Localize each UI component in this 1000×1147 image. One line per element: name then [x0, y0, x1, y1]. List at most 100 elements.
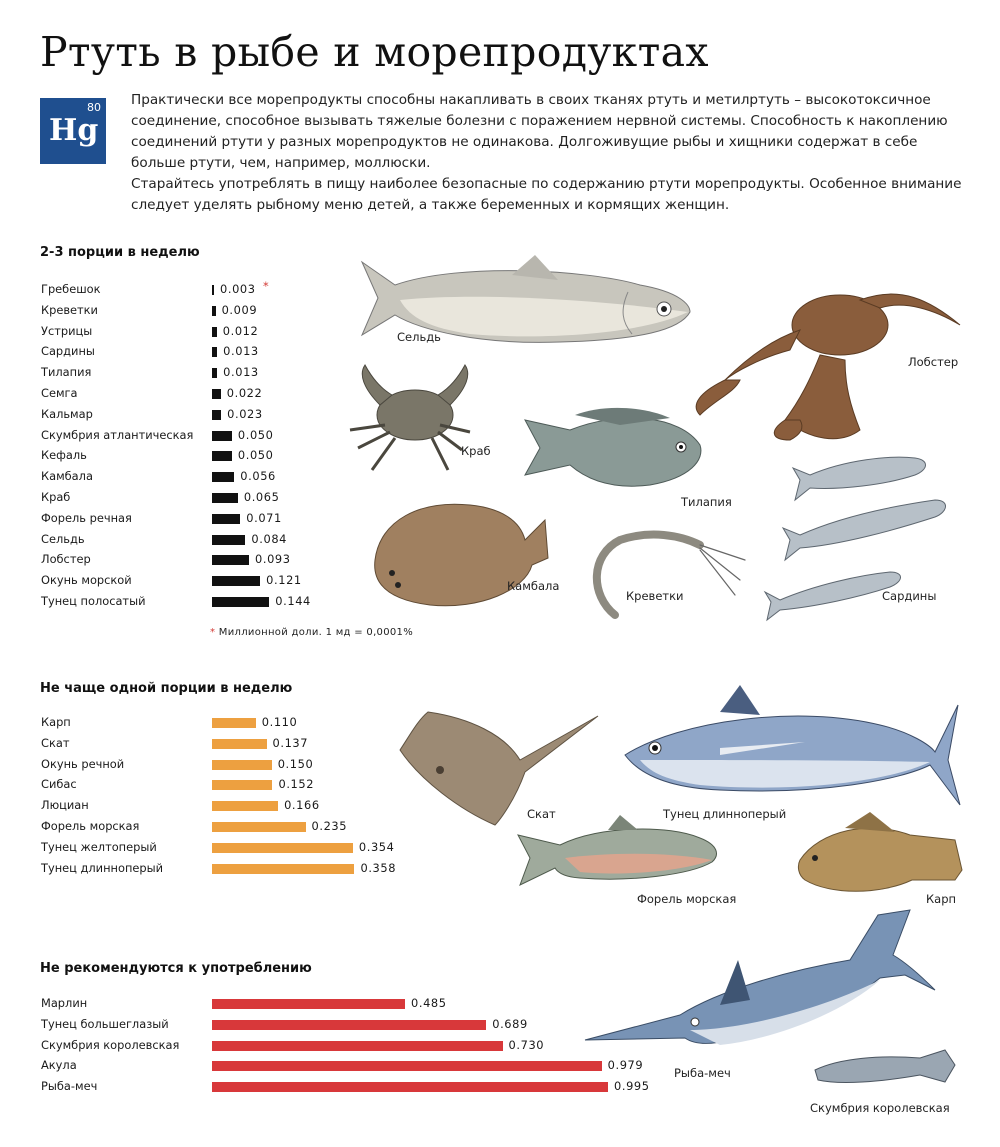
bar	[212, 326, 217, 337]
bar-category-label: Марлин	[41, 996, 88, 1010]
bar-value-label: 0.485	[411, 996, 447, 1010]
bar-category-label: Тунец полосатый	[41, 594, 146, 608]
intro-paragraph-2: Старайтесь употреблять в пищу наиболее б…	[131, 176, 962, 213]
bar-value-label: 0.137	[272, 735, 309, 750]
bar-row: Лобстер 0.093	[0, 549, 660, 570]
bar-row: Окунь морской 0.121	[0, 570, 660, 591]
label-carp: Карп	[926, 892, 956, 906]
bar-category-label: Скумбрия королевская	[41, 1037, 180, 1052]
bar-category-label: Скумбрия атлантическая	[41, 427, 194, 442]
bar-category-label: Тунец желтоперый	[41, 839, 157, 854]
bar-row: Рыба-меч 0.995	[0, 1076, 660, 1097]
bar-category-label: Креветки	[41, 302, 98, 317]
bar-value-label: 0.050	[237, 448, 274, 463]
bar	[212, 822, 306, 832]
bar	[212, 842, 353, 853]
bar-value-label: 0.065	[243, 490, 280, 504]
lobster-illustration	[695, 293, 961, 441]
atomic-number: 80	[87, 101, 101, 114]
bar-category-label: Карп	[41, 715, 71, 729]
bar-value-label: 0.995	[614, 1079, 650, 1094]
bar-row: Тилапия 0.013	[0, 362, 660, 383]
bar-row: Тунец полосатый 0.144	[0, 591, 660, 612]
bar-category-label: Гребешок	[41, 282, 101, 296]
bar-category-label: Камбала	[41, 469, 93, 484]
bar-row: Гребешок 0.003 *	[0, 279, 660, 300]
bar-row: Форель морская 0.235	[0, 816, 660, 837]
bar	[212, 285, 214, 295]
bar-row: Акула 0.979	[0, 1055, 660, 1076]
bar-value-label: 0.144	[275, 594, 311, 608]
bar	[212, 1061, 602, 1072]
bar	[212, 472, 235, 483]
bar	[212, 780, 273, 791]
bar-value-label: 0.166	[284, 798, 320, 813]
bar-value-label: 0.056	[240, 469, 276, 484]
carp-illustration	[797, 812, 963, 892]
bar-category-label: Сибас	[41, 777, 77, 792]
bar	[212, 451, 232, 462]
bar-category-label: Сардины	[41, 344, 95, 359]
bar	[212, 1019, 487, 1030]
bar	[212, 534, 246, 545]
bar-category-label: Рыба-меч	[41, 1079, 98, 1094]
bar-value-label: 0.022	[226, 386, 263, 400]
bar	[212, 555, 249, 566]
bar-value-label: 0.093	[255, 552, 291, 567]
bar	[212, 759, 272, 770]
bar-category-label: Тунец большеглазый	[41, 1016, 169, 1031]
bar-row: Сардины 0.013	[0, 341, 660, 362]
bar-value-label: 0.023	[227, 406, 263, 421]
bar-value-label: 0.084	[251, 531, 288, 546]
bar-row: Тунец желтоперый 0.354	[0, 837, 660, 858]
bar-row: Камбала 0.056	[0, 466, 660, 487]
bar-category-label: Тунец длинноперый	[41, 860, 164, 875]
bar-value-label: 0.354	[358, 839, 395, 854]
element-symbol: Hg	[49, 113, 99, 148]
bar-value-label: 0.979	[607, 1058, 644, 1073]
bar-row: Марлин 0.485	[0, 993, 660, 1014]
bar-row: Устрицы 0.012	[0, 321, 660, 342]
label-sea-trout: Форель морская	[637, 892, 736, 906]
bar	[212, 863, 355, 874]
bar-category-label: Краб	[41, 490, 71, 504]
bar-value-label: 0.013	[223, 344, 259, 359]
bar-category-label: Кальмар	[41, 406, 93, 421]
bar-row: Краб 0.065	[0, 487, 660, 508]
section-title-avoid: Не рекомендуются к употреблению	[40, 961, 312, 976]
footnote-star: *	[210, 627, 216, 638]
bar-category-label: Устрицы	[41, 323, 93, 338]
bar	[212, 801, 279, 812]
bar-row: Тунец большеглазый 0.689	[0, 1014, 660, 1035]
intro-text: Практически все морепродукты способны на…	[131, 90, 966, 216]
bar-row: Креветки 0.009	[0, 300, 660, 321]
bar-row: Семга 0.022	[0, 383, 660, 404]
label-lobster: Лобстер	[908, 355, 958, 369]
page-title: Ртуть в рыбе и морепродуктах	[40, 28, 709, 76]
bar-row: Скумбрия атлантическая 0.050	[0, 425, 660, 446]
bar-category-label: Люциан	[41, 798, 89, 813]
bar	[212, 999, 406, 1009]
bar-value-label: 0.110	[261, 715, 298, 729]
bar	[212, 576, 261, 587]
bar-row: Сибас 0.152	[0, 774, 660, 795]
bar-category-label: Акула	[41, 1058, 77, 1073]
bar-value-label: 0.013	[223, 365, 259, 380]
bar-value-label: 0.730	[508, 1037, 545, 1052]
albacore-illustration	[624, 685, 961, 806]
intro-paragraph-1: Практически все морепродукты способны на…	[131, 92, 948, 171]
bar	[212, 513, 241, 524]
bar-row: Карп 0.110	[0, 712, 660, 733]
bar-value-label: 0.358	[360, 860, 397, 875]
bar	[212, 1082, 608, 1093]
bar-row: Люциан 0.166	[0, 795, 660, 816]
bar	[212, 1040, 503, 1051]
bar-category-label: Окунь речной	[41, 756, 125, 771]
bar-category-label: Форель морская	[41, 819, 140, 833]
label-swordfish: Рыба-меч	[674, 1066, 731, 1080]
section-title-weekly: Не чаще одной порции в неделю	[40, 681, 293, 696]
bar-value-label: 0.150	[277, 756, 314, 771]
label-sardines: Сардины	[882, 589, 936, 603]
bar-row: Окунь речной 0.150	[0, 754, 660, 775]
bar-category-label: Тилапия	[41, 365, 92, 380]
